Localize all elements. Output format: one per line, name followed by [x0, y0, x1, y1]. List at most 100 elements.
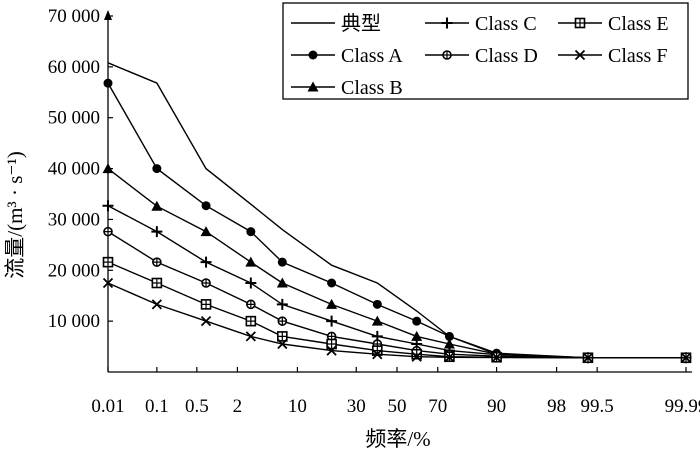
- y-tick-label: 50 000: [48, 108, 100, 129]
- x-tick-label: 98: [547, 396, 566, 417]
- data-point: [491, 352, 502, 363]
- data-point-cross: [277, 331, 287, 341]
- x-tick-label: 2: [233, 396, 243, 417]
- y-tick-label: 30 000: [48, 209, 100, 230]
- data-point: [307, 81, 319, 92]
- series-7: [102, 277, 692, 363]
- data-point: [327, 278, 337, 288]
- legend-label: Class B: [341, 77, 403, 99]
- data-point-cross: [575, 18, 585, 28]
- data-point: [152, 164, 162, 174]
- data-point: [444, 331, 454, 341]
- y-axis-arrow: [104, 10, 112, 20]
- legend-item: Class C: [425, 13, 537, 35]
- data-point: [245, 331, 256, 342]
- data-point-cross: [201, 299, 211, 309]
- series-line: [107, 205, 686, 359]
- series-line: [107, 231, 686, 359]
- legend-item: Class D: [425, 45, 538, 67]
- legend-label: Class A: [341, 45, 403, 67]
- series-3: [102, 163, 692, 363]
- data-point: [245, 256, 257, 267]
- series-line: [107, 82, 686, 359]
- data-point: [151, 200, 163, 211]
- data-point: [412, 316, 422, 326]
- data-point-cross: [246, 316, 256, 326]
- y-tick-label: 60 000: [48, 57, 100, 78]
- series-2: [103, 78, 691, 363]
- legend-item: Class A: [291, 45, 403, 67]
- data-point: [326, 345, 337, 356]
- data-point: [200, 256, 212, 268]
- x-tick-label: 90: [487, 396, 506, 417]
- data-point: [200, 226, 212, 237]
- data-point: [277, 257, 287, 267]
- data-point-cross: [327, 339, 337, 349]
- data-point: [326, 298, 338, 309]
- data-point: [102, 277, 114, 289]
- data-point-cross: [103, 257, 113, 267]
- legend: 典型 Class A Class B Class C Class D Class E Cla…: [282, 2, 689, 100]
- series-6: [102, 256, 692, 364]
- data-point-cross: [201, 278, 211, 288]
- data-point-cross: [152, 257, 162, 267]
- legend-item: Class F: [558, 45, 667, 67]
- legend-label: Class D: [475, 45, 538, 67]
- x-tick-label: 10: [288, 396, 307, 417]
- x-tick-label: 50: [388, 396, 407, 417]
- y-tick-label: 70 000: [48, 6, 100, 27]
- data-point: [326, 315, 338, 327]
- data-point: [151, 226, 163, 238]
- legend-item: 典型: [291, 12, 381, 35]
- data-point: [680, 352, 692, 363]
- data-point: [308, 50, 318, 60]
- data-point: [102, 200, 114, 212]
- legend-label: 典型: [341, 12, 381, 35]
- series-line: [107, 62, 686, 359]
- data-point-cross: [103, 227, 113, 237]
- data-point: [372, 349, 383, 360]
- data-point-cross: [246, 299, 256, 309]
- series-layer: [102, 62, 692, 364]
- data-point: [277, 338, 288, 350]
- legend-label: Class F: [608, 45, 667, 67]
- data-point: [201, 201, 211, 211]
- data-point: [276, 298, 288, 310]
- y-axis-title: 流量/(m³ · s⁻¹): [3, 151, 27, 279]
- data-point: [276, 277, 288, 288]
- x-tick-label: 0.1: [145, 396, 169, 417]
- x-tick-label: 30: [347, 396, 366, 417]
- x-axis-title: 频率/%: [365, 427, 430, 451]
- series-5: [103, 226, 691, 363]
- legend-label: Class C: [475, 13, 537, 35]
- x-tick-label: 0.5: [185, 396, 209, 417]
- data-point: [371, 315, 383, 326]
- legend-label: Class E: [608, 13, 669, 35]
- data-point: [103, 78, 113, 88]
- data-point: [200, 316, 212, 327]
- data-point: [444, 352, 455, 363]
- data-point-cross: [442, 50, 452, 60]
- data-point: [441, 17, 453, 29]
- x-tick-label: 99.99: [665, 396, 700, 417]
- series-4: [102, 200, 692, 364]
- y-tick-label: 10 000: [48, 311, 100, 332]
- x-tick-label: 0.01: [91, 396, 124, 417]
- data-point: [102, 163, 114, 174]
- series-line: [107, 261, 686, 359]
- x-tick-label: 99.5: [581, 396, 614, 417]
- data-point-cross: [277, 316, 287, 326]
- y-tick-label: 40 000: [48, 159, 100, 180]
- legend-item: Class E: [558, 13, 669, 35]
- axes: 10 000 20 000 30 000 40 000 50 000 60 000 70 0…: [48, 6, 700, 417]
- data-point: [443, 338, 455, 349]
- data-point: [411, 351, 422, 362]
- data-point: [582, 352, 594, 363]
- data-point-cross: [152, 278, 162, 288]
- legend-box: [282, 2, 689, 100]
- series-1: [107, 62, 686, 359]
- data-point: [151, 299, 162, 310]
- data-point: [246, 227, 256, 237]
- data-point: [574, 49, 586, 61]
